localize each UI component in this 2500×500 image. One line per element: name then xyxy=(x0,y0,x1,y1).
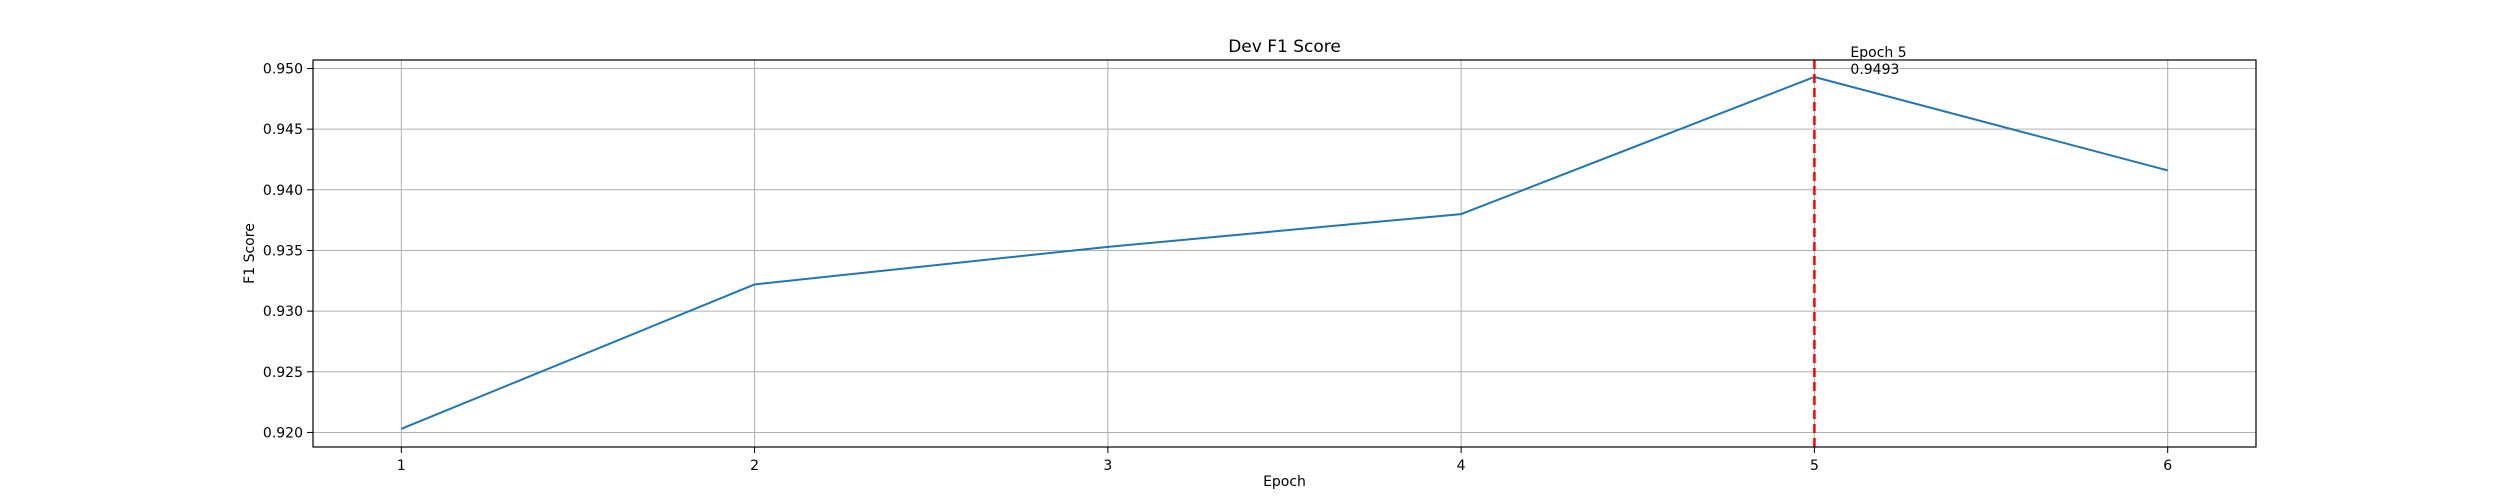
y-tick-label: 0.940 xyxy=(263,183,303,199)
x-axis-label: Epoch xyxy=(1263,474,1306,490)
x-tick-label: 1 xyxy=(397,458,406,474)
series-line-0 xyxy=(400,75,2168,430)
y-axis-label: F1 Score xyxy=(242,223,258,284)
y-gridlines xyxy=(313,67,2256,433)
y-tick-label: 0.925 xyxy=(263,365,303,381)
y-tick-label: 0.945 xyxy=(263,122,303,138)
x-axis-ticks: 1 2 3 4 5 6 xyxy=(397,447,2172,474)
y-tick-label: 0.920 xyxy=(263,425,303,441)
chart-title: Dev F1 Score xyxy=(1228,37,1341,57)
y-axis-ticks: 0.920 0.925 0.930 0.935 0.940 0.945 0.950 xyxy=(263,61,313,441)
x-tick-label: 5 xyxy=(1810,458,1819,474)
best-epoch-label: Epoch 5 xyxy=(1850,45,1906,61)
x-tick-label: 2 xyxy=(750,458,759,474)
x-tick-label: 4 xyxy=(1457,458,1466,474)
y-tick-label: 0.935 xyxy=(263,243,303,259)
x-gridlines xyxy=(400,60,2169,447)
best-score-label: 0.9493 xyxy=(1850,62,1899,78)
x-tick-label: 6 xyxy=(2163,458,2172,474)
x-tick-label: 3 xyxy=(1103,458,1112,474)
y-tick-label: 0.930 xyxy=(263,304,303,320)
y-tick-label: 0.950 xyxy=(263,61,303,77)
plot-frame xyxy=(312,59,2257,448)
